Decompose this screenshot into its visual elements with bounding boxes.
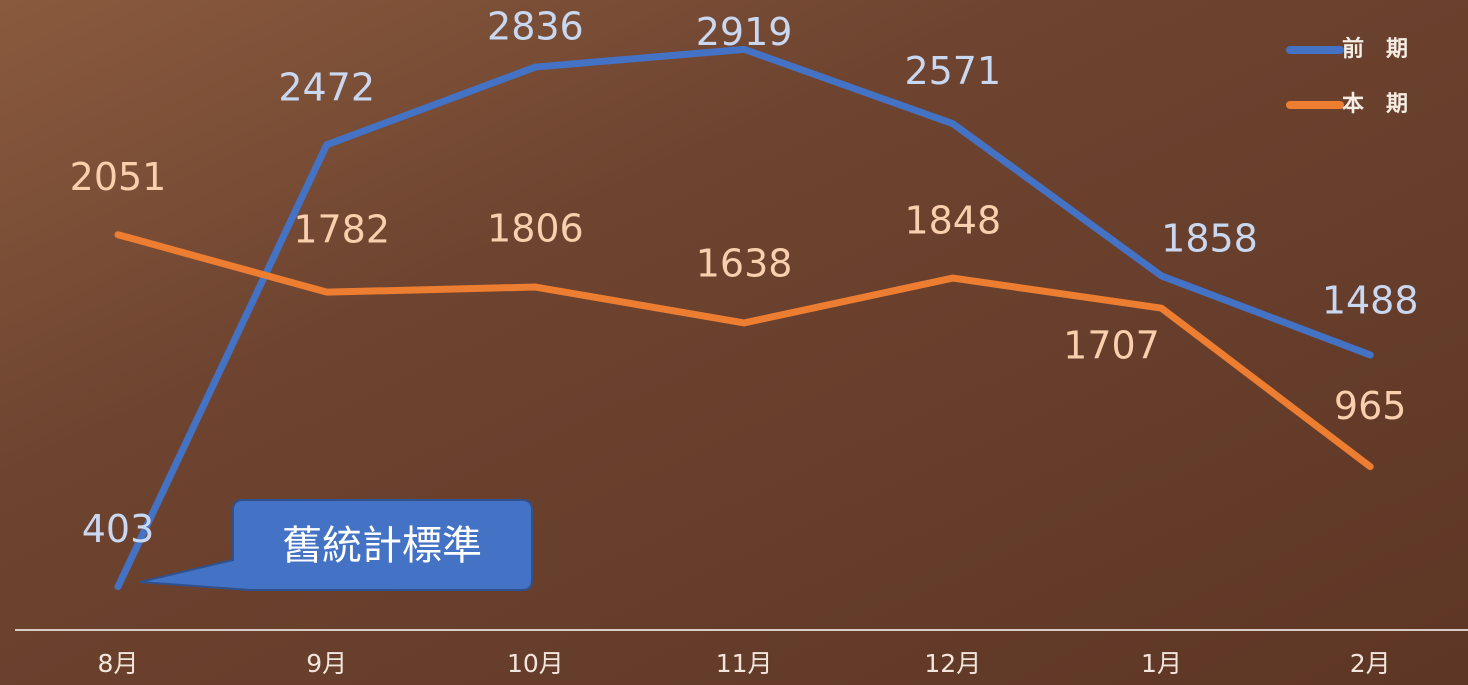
data-label: 1848 xyxy=(904,199,1001,243)
series-line xyxy=(114,45,1374,591)
series-line xyxy=(114,231,1374,471)
data-label: 2836 xyxy=(487,5,584,49)
x-tick-label: 11月 xyxy=(716,649,773,678)
x-tick-label: 1月 xyxy=(1141,649,1182,678)
x-tick-label: 10月 xyxy=(507,649,564,678)
x-tick-label: 12月 xyxy=(924,649,981,678)
data-label: 1858 xyxy=(1161,216,1258,260)
data-label: 1638 xyxy=(696,241,793,285)
data-label: 2472 xyxy=(278,65,375,109)
data-label: 1782 xyxy=(293,208,390,252)
x-tick-label: 9月 xyxy=(306,649,347,678)
callout-text: 舊統計標準 xyxy=(282,523,482,569)
legend-label: 前期 xyxy=(1342,36,1430,62)
data-label: 1707 xyxy=(1063,324,1160,368)
data-label: 403 xyxy=(82,507,155,551)
data-label: 2919 xyxy=(696,10,793,54)
callout-box xyxy=(139,499,533,591)
data-label: 1488 xyxy=(1322,278,1419,322)
legend-label: 本期 xyxy=(1342,92,1430,117)
callout: 舊統計標準 xyxy=(139,499,533,591)
x-tick-label: 8月 xyxy=(98,649,139,678)
data-label: 965 xyxy=(1334,384,1407,428)
data-label: 1806 xyxy=(487,207,584,251)
x-tick-label: 2月 xyxy=(1350,649,1391,678)
data-label: 2051 xyxy=(70,155,167,199)
data-label: 2571 xyxy=(904,49,1001,93)
